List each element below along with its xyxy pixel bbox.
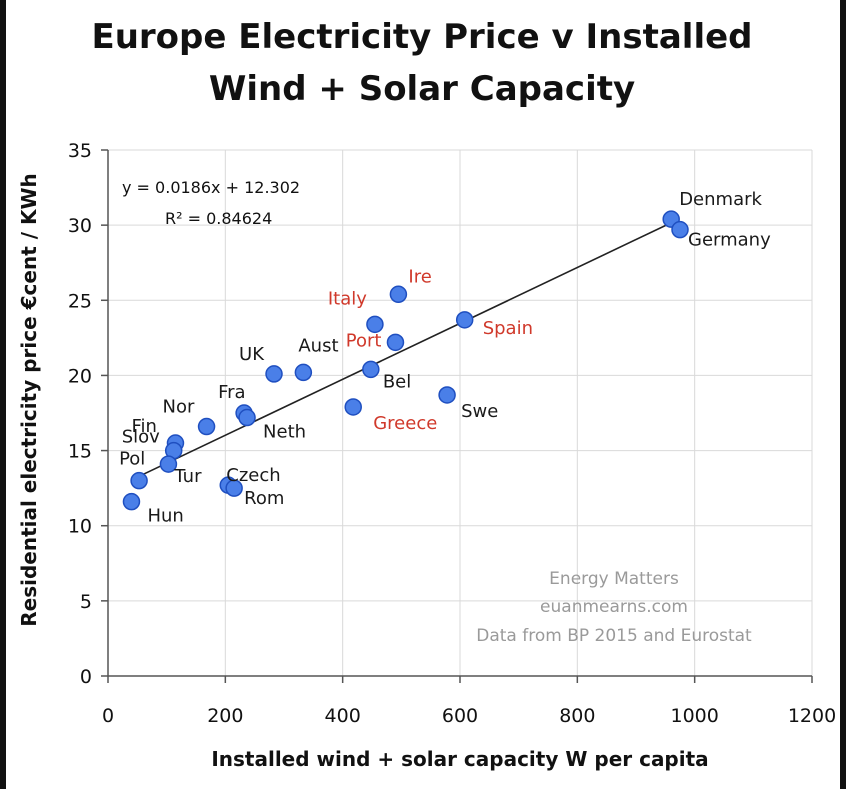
point-label-fra: Fra [218,382,245,403]
grid-lines [108,149,813,676]
point-bel [362,360,380,379]
point-tur [159,455,178,473]
point-label-uk: UK [239,344,265,365]
trendline-group [131,219,678,481]
point-label-rom: Rom [244,488,284,509]
y-tick-label: 0 [80,666,92,688]
x-tick-label: 600 [442,705,478,727]
point-label-greece: Greece [373,413,437,434]
left-border-band [0,0,6,789]
point-label-aust: Aust [298,335,338,356]
y-tick-label: 20 [68,365,92,387]
watermark: Energy Matters euanmearns.com Data from … [476,569,752,646]
point-aust [294,363,313,382]
data-points [122,210,689,511]
point-hun [122,492,141,511]
watermark-line-1: Energy Matters [549,569,679,589]
point-italy [366,315,384,334]
point-greece [344,398,362,416]
x-tick-label: 1200 [788,705,836,727]
point-germany [671,220,689,239]
chart-title-line2: Wind + Solar Capacity [209,69,635,109]
x-tick-label: 800 [559,705,595,727]
point-swe [438,386,456,404]
point-label-germany: Germany [688,230,771,251]
point-label-pol: Pol [119,449,145,470]
y-tick-label: 25 [68,290,92,312]
point-uk [265,365,283,383]
point-nor [197,417,216,436]
x-tick-labels: 0 200 400 600 800 1000 1200 [102,705,836,727]
y-tick-label: 35 [68,140,92,162]
point-label-hun: Hun [147,506,183,527]
x-tick-label: 1000 [670,705,718,727]
point-label-slov: Slov [122,427,160,448]
y-tick-label: 15 [68,441,92,463]
point-labels: Denmark Germany Ire Italy Spain Port UK Aust Bel… [119,189,771,527]
point-label-ire: Ire [408,266,431,287]
x-tick-label: 200 [207,705,243,727]
axes [101,149,813,683]
point-spain [455,311,474,329]
point-neth [238,408,256,427]
point-label-tur: Tur [173,466,202,487]
point-label-denmark: Denmark [679,189,762,210]
watermark-line-3: Data from BP 2015 and Eurostat [476,626,752,646]
point-port [386,333,405,352]
point-label-port: Port [346,330,382,351]
point-label-fin: Fin [131,416,156,437]
right-border-band [840,0,846,789]
point-ire [389,285,408,304]
point-label-czech: Czech [226,465,280,486]
r-squared: R² = 0.84624 [165,209,272,228]
y-tick-label: 10 [68,516,92,538]
y-axis-label: Residential electricity price €cent / KW… [17,173,41,627]
point-label-bel: Bel [383,371,411,392]
point-label-italy: Italy [328,288,367,309]
point-pol [130,471,148,490]
trendline [131,219,678,481]
y-tick-labels: 0 5 10 15 20 25 30 35 [68,140,92,688]
point-label-swe: Swe [461,401,498,422]
chart-title-line1: Europe Electricity Price v Installed [91,17,752,57]
point-label-nor: Nor [163,397,195,418]
point-rom [225,479,243,497]
trendline-equation: y = 0.0186x + 12.302 [122,178,300,197]
x-tick-label: 400 [325,705,361,727]
x-tick-label: 0 [102,705,114,727]
watermark-line-2: euanmearns.com [540,597,688,617]
point-label-neth: Neth [263,422,306,443]
point-label-spain: Spain [483,318,533,339]
y-tick-label: 5 [80,591,92,613]
y-tick-label: 30 [68,215,92,237]
x-axis-label: Installed wind + solar capacity W per ca… [211,747,708,771]
